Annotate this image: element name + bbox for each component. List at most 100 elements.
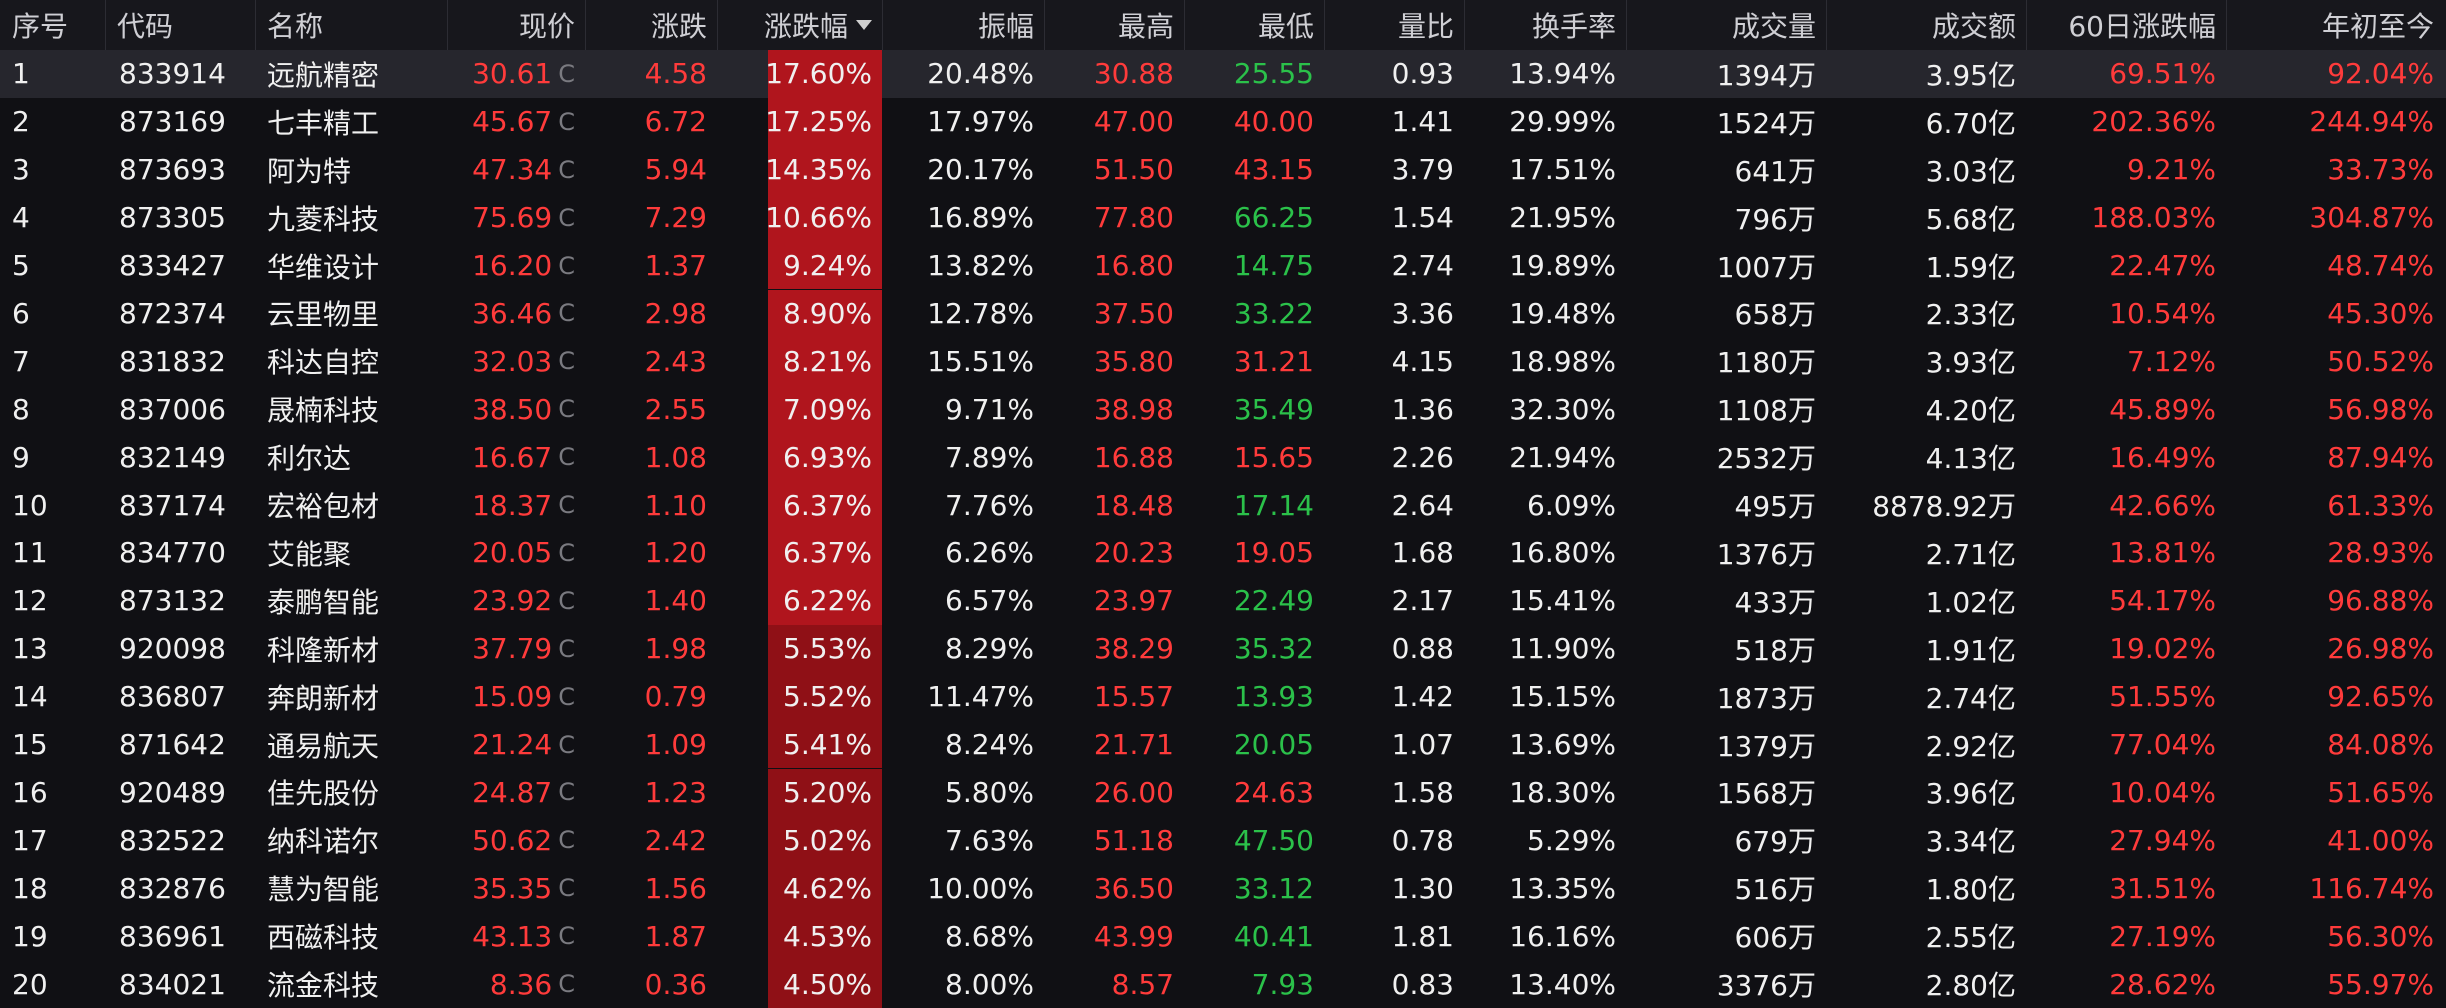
table-row[interactable]: 8 837006 晟楠科技 38.50 C 2.55 7.09% 9.71% 38.98 35.4… (0, 385, 2446, 434)
col-pct-sorted[interactable]: 涨跌幅 (717, 0, 882, 50)
table-row[interactable]: 11 834770 艾能聚 20.05 C 1.20 6.37% 6.26% 20.23 19.0… (0, 529, 2446, 577)
cell-ytd: 48.74% (2327, 249, 2434, 283)
col-turnover[interactable]: 换手率 (1531, 10, 1616, 43)
col-60d[interactable]: 60日涨跌幅 (2068, 10, 2216, 43)
table-row[interactable]: 9 832149 利尔达 16.67 C 1.08 6.93% 7.89% 16.88 15.65… (0, 433, 2446, 482)
cell-amplitude: 8.00% (945, 967, 1034, 1001)
cell-amount: 5.68亿 (1925, 202, 2016, 236)
cell-vol-ratio: 2.64 (1391, 488, 1454, 522)
cell-change: 6.72 (644, 105, 707, 139)
cell-amplitude: 16.89% (927, 201, 1034, 235)
cell-amplitude: 5.80% (945, 775, 1034, 809)
cell-high: 21.71 (1093, 728, 1174, 762)
cell-code: 833914 (119, 57, 226, 91)
table-row[interactable]: 18 832876 慧为智能 35.35 C 1.56 4.62% 10.00% 36.50 33… (0, 864, 2446, 913)
cell-volume: 516万 (1734, 873, 1816, 907)
cell-code: 831832 (119, 344, 226, 378)
table-row[interactable]: 6 872374 云里物里 36.46 C 2.98 8.90% 12.78% 37.50 33.… (0, 289, 2446, 338)
cell-name: 纳科诺尔 (267, 825, 380, 859)
cell-change: 1.98 (644, 632, 707, 666)
cell-seq: 17 (12, 823, 48, 857)
cell-price: 36.46 C (472, 296, 575, 330)
table-row[interactable]: 10 837174 宏裕包材 18.37 C 1.10 6.37% 7.76% 18.48 17.… (0, 481, 2446, 529)
cell-change: 1.20 (644, 536, 707, 570)
cell-60d: 7.12% (2127, 344, 2216, 378)
cell-name: 奔朗新材 (267, 681, 380, 715)
col-low[interactable]: 最低 (1257, 10, 1314, 43)
cell-pct: 9.24% (783, 249, 872, 283)
col-volume[interactable]: 成交量 (1731, 10, 1816, 43)
col-name[interactable]: 名称 (267, 10, 324, 43)
pct-highlight (768, 481, 882, 529)
table-row[interactable]: 3 873693 阿为特 47.34 C 5.94 14.35% 20.17% 51.50 43.… (0, 145, 2446, 194)
cell-high: 30.88 (1093, 57, 1174, 91)
cell-amplitude: 20.48% (927, 57, 1034, 91)
col-amount[interactable]: 成交额 (1931, 10, 2016, 43)
table-row[interactable]: 7 831832 科达自控 32.03 C 2.43 8.21% 15.51% 35.80 31.… (0, 337, 2446, 386)
cell-volume: 641万 (1734, 154, 1816, 188)
cell-60d: 51.55% (2109, 680, 2216, 714)
pct-highlight (768, 385, 882, 434)
table-row[interactable]: 19 836961 西磁科技 43.13 C 1.87 4.53% 8.68% 43.99 40.… (0, 912, 2446, 961)
cell-vol-ratio: 2.26 (1391, 440, 1454, 474)
cell-code: 836807 (119, 680, 226, 714)
cell-amount: 2.55亿 (1925, 921, 2016, 955)
cell-amplitude: 13.82% (927, 249, 1034, 283)
col-ytd[interactable]: 年初至今 (2321, 10, 2434, 43)
cell-ytd: 26.98% (2327, 632, 2434, 666)
table-row[interactable]: 13 920098 科隆新材 37.79 C 1.98 5.53% 8.29% 38.29 35.… (0, 624, 2446, 673)
cell-low: 35.32 (1233, 632, 1314, 666)
col-seq[interactable]: 序号 (12, 10, 69, 43)
cell-price: 50.62 C (472, 823, 575, 857)
table-row[interactable]: 12 873132 泰鹏智能 23.92 C 1.40 6.22% 6.57% 23.97 22.… (0, 576, 2446, 625)
cell-seq: 8 (12, 392, 30, 426)
cell-low: 24.63 (1233, 775, 1314, 809)
cell-high: 38.29 (1093, 632, 1174, 666)
table-row[interactable]: 15 871642 通易航天 21.24 C 1.09 5.41% 8.24% 21.71 20.… (0, 720, 2446, 769)
table-row[interactable]: 1 833914 远航精密 30.61 C 4.58 17.60% 20.48% 30.88 25… (0, 50, 2446, 98)
col-vol-ratio[interactable]: 量比 (1397, 10, 1454, 43)
cell-amount: 1.91亿 (1925, 633, 2016, 667)
cell-price: 47.34 C (472, 153, 575, 187)
table-row[interactable]: 4 873305 九菱科技 75.69 C 7.29 10.66% 16.89% 77.80 66… (0, 193, 2446, 242)
table-row[interactable]: 17 832522 纳科诺尔 50.62 C 2.42 5.02% 7.63% 51.18 47.… (0, 816, 2446, 865)
cell-volume: 433万 (1734, 585, 1816, 619)
cell-amount: 1.59亿 (1925, 250, 2016, 284)
cell-ytd: 96.88% (2327, 584, 2434, 618)
cell-high: 43.99 (1093, 919, 1174, 953)
col-price[interactable]: 现价 (518, 10, 575, 43)
pct-highlight (768, 193, 882, 242)
cell-amount: 1.80亿 (1925, 873, 2016, 907)
table-row[interactable]: 16 920489 佳先股份 24.87 C 1.23 5.20% 5.80% 26.00 24.… (0, 768, 2446, 817)
cell-pct: 5.53% (783, 632, 872, 666)
table-row[interactable]: 5 833427 华维设计 16.20 C 1.37 9.24% 13.82% 16.80 14.… (0, 241, 2446, 290)
pct-highlight (768, 960, 882, 1008)
cell-ytd: 87.94% (2327, 440, 2434, 474)
cell-volume: 658万 (1734, 298, 1816, 332)
cell-high: 16.80 (1093, 249, 1174, 283)
cell-60d: 10.54% (2109, 296, 2216, 330)
col-change[interactable]: 涨跌 (650, 10, 707, 43)
table-row[interactable]: 14 836807 奔朗新材 15.09 C 0.79 5.52% 11.47% 15.57 13… (0, 672, 2446, 721)
cell-turnover: 13.35% (1509, 871, 1616, 905)
cell-code: 873169 (119, 105, 226, 139)
cell-amount: 2.74亿 (1925, 681, 2016, 715)
col-code[interactable]: 代码 (117, 10, 174, 43)
cell-code: 836961 (119, 919, 226, 953)
cell-pct: 6.22% (783, 584, 872, 618)
price-flag: C (558, 778, 575, 807)
col-high[interactable]: 最高 (1117, 10, 1174, 43)
cell-amplitude: 7.63% (945, 823, 1034, 857)
price-flag: C (558, 538, 575, 567)
table-row[interactable]: 2 873169 七丰精工 45.67 C 6.72 17.25% 17.97% 47.00 40… (0, 97, 2446, 146)
col-amplitude[interactable]: 振幅 (977, 10, 1034, 43)
cell-turnover: 13.94% (1509, 57, 1616, 91)
cell-60d: 202.36% (2091, 105, 2216, 139)
cell-ytd: 50.52% (2327, 344, 2434, 378)
table-row[interactable]: 20 834021 流金科技 8.36 C 0.36 4.50% 8.00% 8.57 7.93 0… (0, 960, 2446, 1008)
cell-code: 837174 (119, 488, 226, 522)
cell-ytd: 45.30% (2327, 296, 2434, 330)
cell-seq: 12 (12, 584, 48, 618)
cell-vol-ratio: 2.74 (1391, 249, 1454, 283)
cell-low: 33.12 (1233, 871, 1314, 905)
